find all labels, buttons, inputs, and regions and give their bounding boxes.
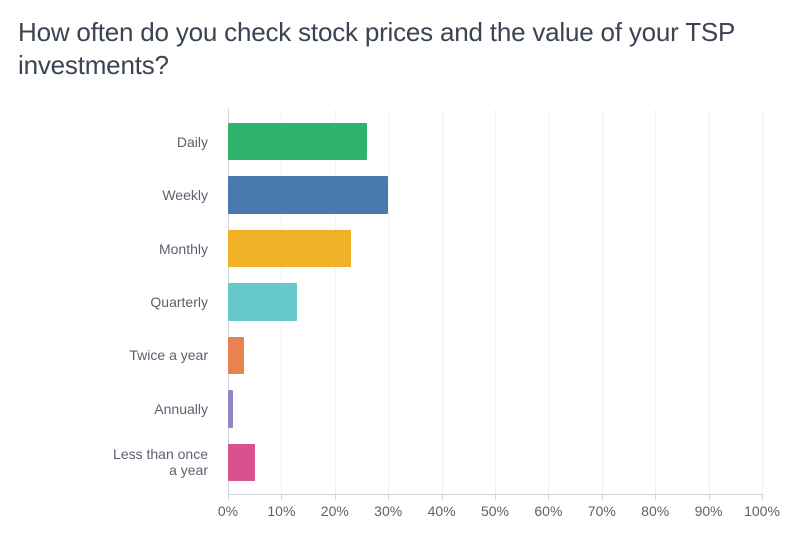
chart: DailyWeeklyMonthlyQuarterlyTwice a yearA… — [18, 109, 782, 539]
bar — [228, 176, 388, 213]
y-tick-label: Weekly — [18, 168, 218, 221]
bar-row — [228, 275, 762, 328]
y-tick-label: Annually — [18, 382, 218, 435]
x-tick-label: 20% — [321, 503, 349, 519]
x-axis: 0%10%20%30%40%50%60%70%80%90%100% — [228, 494, 762, 539]
x-tick — [495, 494, 496, 500]
bar-row — [228, 168, 762, 221]
bar-row — [228, 329, 762, 382]
bar-row — [228, 436, 762, 489]
x-tick — [762, 494, 763, 500]
y-tick-label: Daily — [18, 115, 218, 168]
x-tick — [655, 494, 656, 500]
y-tick-label: Monthly — [18, 222, 218, 275]
y-axis-labels: DailyWeeklyMonthlyQuarterlyTwice a yearA… — [18, 109, 218, 495]
bar — [228, 283, 297, 320]
x-axis-labels: 0%10%20%30%40%50%60%70%80%90%100% — [228, 495, 762, 539]
x-tick-label: 70% — [588, 503, 616, 519]
bar-row — [228, 222, 762, 275]
bar — [228, 230, 351, 267]
bar — [228, 444, 255, 481]
bar-row — [228, 382, 762, 435]
y-tick-label: Twice a year — [18, 329, 218, 382]
bar-row — [228, 115, 762, 168]
y-tick-label: Less than once a year — [18, 436, 218, 489]
x-tick-label: 40% — [428, 503, 456, 519]
plot-area — [228, 109, 762, 495]
bar — [228, 337, 244, 374]
x-tick — [228, 494, 229, 500]
x-tick-label: 80% — [641, 503, 669, 519]
gridline — [762, 109, 763, 495]
bar — [228, 390, 233, 427]
x-tick — [709, 494, 710, 500]
x-tick-label: 90% — [695, 503, 723, 519]
x-tick — [442, 494, 443, 500]
x-tick-label: 50% — [481, 503, 509, 519]
x-tick — [335, 494, 336, 500]
x-tick-label: 30% — [374, 503, 402, 519]
bar — [228, 123, 367, 160]
chart-container: How often do you check stock prices and … — [0, 0, 800, 552]
x-tick-label: 100% — [744, 503, 780, 519]
x-tick — [602, 494, 603, 500]
x-tick-label: 60% — [534, 503, 562, 519]
bars — [228, 109, 762, 495]
x-tick — [388, 494, 389, 500]
x-tick-label: 0% — [218, 503, 238, 519]
y-tick-label: Quarterly — [18, 275, 218, 328]
x-tick — [281, 494, 282, 500]
chart-title: How often do you check stock prices and … — [18, 16, 782, 81]
x-tick-label: 10% — [267, 503, 295, 519]
x-tick — [548, 494, 549, 500]
